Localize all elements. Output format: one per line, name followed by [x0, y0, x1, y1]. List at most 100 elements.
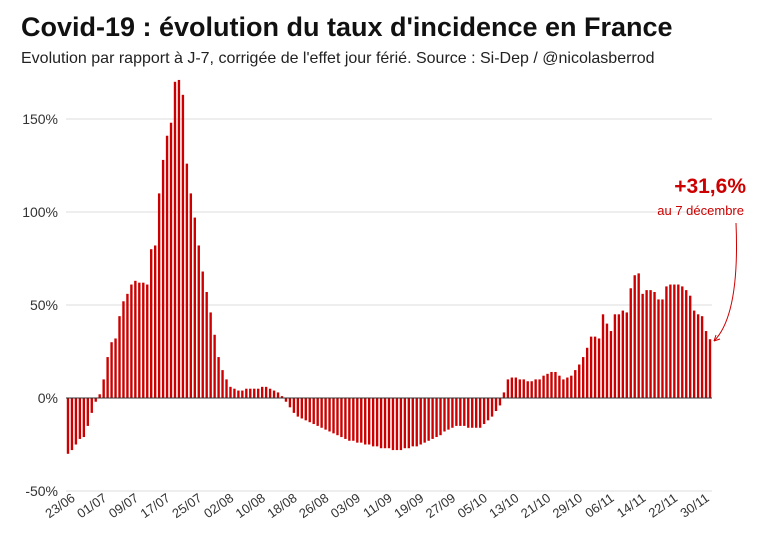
- bar: [593, 336, 597, 398]
- bar: [463, 398, 466, 426]
- bar: [490, 398, 494, 417]
- bar: [685, 290, 688, 398]
- x-tick-label: 27/09: [423, 490, 458, 521]
- bar: [708, 339, 712, 398]
- bar: [106, 357, 109, 398]
- bar: [177, 79, 181, 398]
- bar: [134, 280, 137, 398]
- bar: [161, 159, 165, 398]
- x-tick-label: 01/07: [74, 490, 109, 521]
- bar: [233, 388, 236, 398]
- bar: [201, 271, 204, 398]
- bar: [360, 398, 363, 443]
- bar: [585, 347, 589, 398]
- bar: [249, 388, 252, 398]
- bar: [344, 398, 347, 439]
- bar: [118, 316, 121, 398]
- bar: [383, 398, 387, 449]
- bar: [669, 284, 672, 398]
- bar: [578, 364, 581, 398]
- bar: [157, 193, 161, 398]
- bar: [502, 392, 506, 398]
- bar: [98, 394, 101, 398]
- bar: [431, 398, 434, 439]
- bar: [130, 284, 133, 398]
- bar: [241, 390, 244, 398]
- x-tick-label: 26/08: [296, 490, 331, 521]
- bar: [94, 398, 97, 402]
- bar: [332, 398, 335, 434]
- bar: [427, 398, 430, 441]
- bar: [645, 290, 648, 398]
- bar: [312, 398, 315, 425]
- chart-subtitle: Evolution par rapport à J-7, corrigée de…: [21, 50, 655, 67]
- x-tick-label: 19/09: [391, 490, 426, 521]
- bar: [189, 193, 193, 398]
- bar: [264, 386, 268, 398]
- x-tick-label: 22/11: [646, 490, 680, 520]
- bar: [153, 245, 157, 398]
- bar: [681, 286, 684, 398]
- bar: [399, 398, 403, 451]
- bar: [637, 273, 640, 398]
- bar: [700, 316, 704, 398]
- bar: [550, 371, 553, 398]
- bar: [471, 398, 474, 428]
- x-tick-label: 02/08: [201, 490, 236, 521]
- bar: [193, 217, 196, 398]
- bar: [292, 398, 296, 413]
- x-tick-label: 09/07: [106, 490, 141, 521]
- bar: [272, 390, 276, 398]
- bar: [70, 398, 74, 451]
- bar: [582, 357, 585, 398]
- annotation-arrow: [713, 222, 738, 342]
- bar: [661, 299, 664, 398]
- x-tick-label: 17/07: [138, 490, 173, 521]
- bar: [66, 398, 70, 454]
- bar: [395, 398, 399, 451]
- bar: [692, 310, 696, 398]
- bar: [518, 379, 521, 398]
- x-tick-label: 25/07: [169, 490, 204, 521]
- bar: [534, 379, 537, 398]
- bar: [589, 336, 593, 398]
- bar: [126, 293, 129, 398]
- bar: [514, 377, 518, 398]
- annotation-value: +31,6%: [674, 175, 746, 198]
- bar: [114, 338, 117, 398]
- y-tick-label: -50%: [25, 483, 58, 499]
- bar: [411, 398, 414, 447]
- bar: [554, 371, 557, 398]
- bar: [403, 398, 407, 449]
- bar: [296, 398, 300, 417]
- bar: [391, 398, 395, 451]
- bar: [82, 398, 86, 438]
- bar: [217, 357, 220, 398]
- bar: [308, 398, 311, 423]
- x-tick-label: 03/09: [328, 490, 363, 521]
- bar: [486, 398, 490, 421]
- bar-series: [66, 79, 712, 454]
- bar: [245, 388, 248, 398]
- bar: [467, 398, 470, 428]
- bar: [704, 331, 708, 398]
- bar: [221, 370, 224, 398]
- bar: [304, 398, 307, 421]
- bar: [482, 398, 486, 425]
- bar: [185, 163, 189, 398]
- x-tick-label: 05/10: [455, 490, 490, 521]
- bar: [677, 284, 680, 398]
- bar: [181, 94, 185, 398]
- bar: [173, 81, 177, 399]
- bar: [566, 377, 569, 398]
- bar: [253, 388, 256, 398]
- y-tick-label: 0%: [38, 390, 58, 406]
- bar: [122, 301, 125, 398]
- bar: [110, 342, 113, 398]
- bar: [689, 295, 692, 398]
- bar: [379, 398, 383, 449]
- x-tick-label: 06/11: [582, 490, 616, 520]
- bar: [526, 381, 529, 398]
- bar: [74, 398, 78, 445]
